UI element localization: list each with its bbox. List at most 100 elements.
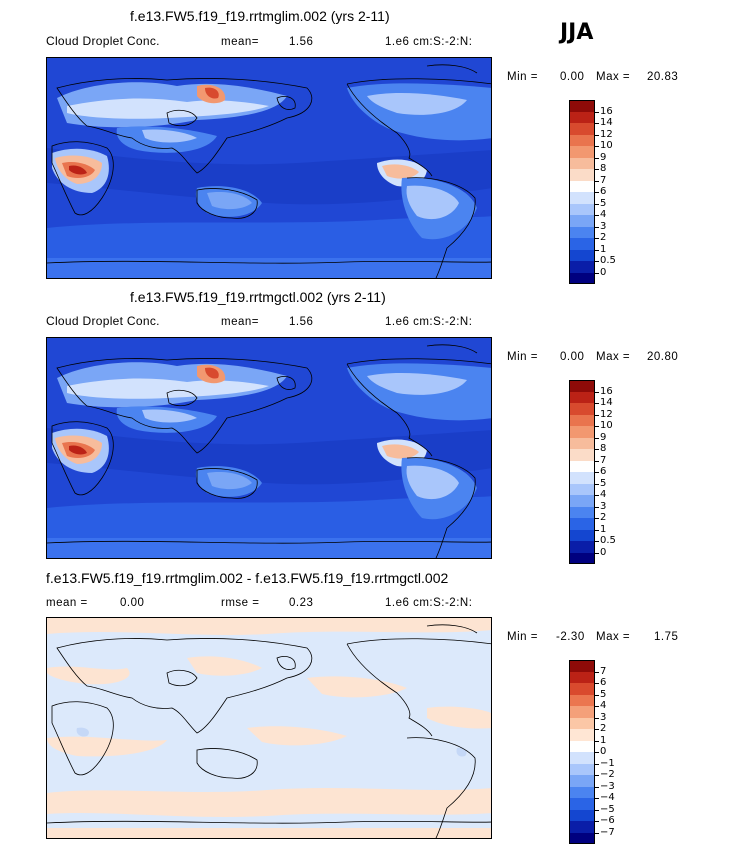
colorbar-tick-label: 0.5 <box>600 255 616 266</box>
colorbar-swatch <box>569 717 595 729</box>
colorbar-tick-label: 8 <box>600 443 607 454</box>
colorbar-swatch <box>569 192 595 204</box>
panel3-rmse-label: rmse = <box>221 597 260 609</box>
colorbar-swatch <box>569 403 595 415</box>
colorbar-tick-label: 7 <box>600 174 607 186</box>
colorbar-tick-label: 10 <box>600 140 613 151</box>
colorbar-tick-label: 3 <box>600 711 607 723</box>
colorbar-tick-label: 0.5 <box>600 535 616 546</box>
colorbar-tick-mark <box>595 460 599 462</box>
colorbar-tick-label: 5 <box>600 477 607 489</box>
colorbar-swatch <box>569 272 595 284</box>
colorbar-tick-label: 7 <box>600 454 607 466</box>
colorbar-swatch <box>569 552 595 564</box>
colorbar-tick-mark <box>595 529 599 531</box>
panel3-map-field <box>47 618 491 838</box>
colorbar-tick-mark <box>595 111 599 113</box>
colorbar-tick-mark <box>595 552 599 554</box>
colorbar-tick-mark <box>595 449 599 450</box>
colorbar-tick-mark <box>595 437 599 439</box>
colorbar-tick-label: 9 <box>600 151 607 163</box>
colorbar-tick-mark <box>595 472 599 473</box>
colorbar-tick-mark <box>595 786 599 788</box>
colorbar-tick-label: 6 <box>600 466 607 477</box>
panel1-mean-value: 1.56 <box>289 36 314 48</box>
colorbar-swatch <box>569 238 595 250</box>
colorbar-swatch <box>569 798 595 810</box>
colorbar-swatch <box>569 157 595 169</box>
panel1-max-value: 20.83 <box>647 71 679 83</box>
panel2-min-value: 0.00 <box>560 351 585 363</box>
colorbar-tick-mark <box>595 134 599 136</box>
colorbar-tick-label: −7 <box>600 826 615 838</box>
colorbar-tick-label: 16 <box>600 385 613 397</box>
colorbar-tick-mark <box>595 518 599 519</box>
colorbar-tick-label: 14 <box>600 397 613 408</box>
colorbar-swatch <box>569 809 595 821</box>
panel3-max-label: Max = <box>596 631 631 643</box>
colorbar-swatch <box>569 111 595 123</box>
colorbar-tick-mark <box>595 180 599 182</box>
colorbar-tick-mark <box>595 541 599 542</box>
colorbar-swatch <box>569 694 595 706</box>
colorbar-tick-mark <box>595 215 599 216</box>
colorbar-tick-label: −1 <box>600 757 615 769</box>
colorbar-tick-label: 1 <box>600 523 607 535</box>
panel2-max-value: 20.80 <box>647 351 679 363</box>
colorbar-tick-mark <box>595 192 599 193</box>
colorbar-tick-label: 14 <box>600 117 613 128</box>
colorbar-tick-mark <box>595 775 599 776</box>
colorbar-swatch <box>569 786 595 798</box>
colorbar-swatch <box>569 740 595 752</box>
colorbar-tick-label: 12 <box>600 408 613 420</box>
panel3-max-value: 1.75 <box>654 631 679 643</box>
colorbar-tick-mark <box>595 683 599 684</box>
colorbar-tick-mark <box>595 146 599 147</box>
panel1-title: f.e13.FW5.f19_f19.rrtmglim.002 (yrs 2-11… <box>130 8 390 24</box>
colorbar-tick-mark <box>595 832 599 834</box>
colorbar-swatch <box>569 763 595 775</box>
colorbar-swatch <box>569 226 595 238</box>
panel1-map <box>46 57 492 279</box>
colorbar-swatch <box>569 437 595 449</box>
panel2-map <box>46 337 492 559</box>
colorbar-swatch <box>569 414 595 426</box>
colorbar-tick-label: 16 <box>600 105 613 117</box>
panel3-units: 1.e6 cm:S:-2:N: <box>385 597 473 609</box>
colorbar-swatch <box>569 100 595 112</box>
colorbar-tick-mark <box>595 249 599 251</box>
colorbar-tick-label: −4 <box>600 792 615 803</box>
colorbar-swatch <box>569 391 595 403</box>
colorbar-swatch <box>569 729 595 741</box>
panel1-min-value: 0.00 <box>560 71 585 83</box>
panel3-mean-label: mean = <box>46 597 88 609</box>
colorbar-tick-label: 3 <box>600 220 607 232</box>
panel1-max-label: Max = <box>596 71 631 83</box>
colorbar-swatch <box>569 426 595 438</box>
colorbar-tick-mark <box>595 123 599 124</box>
panel3-rmse-value: 0.23 <box>289 597 314 609</box>
colorbar-tick-label: 12 <box>600 128 613 140</box>
colorbar-tick-mark <box>595 495 599 496</box>
panel2-mean-label: mean= <box>221 316 259 328</box>
colorbar-tick-label: −5 <box>600 803 615 815</box>
colorbar-swatch <box>569 460 595 472</box>
colorbar-tick-mark <box>595 226 599 228</box>
colorbar-swatch <box>569 380 595 392</box>
colorbar-tick-mark <box>595 821 599 822</box>
colorbar-swatch <box>569 518 595 530</box>
colorbar-swatch <box>569 671 595 683</box>
colorbar-tick-label: 2 <box>600 723 607 734</box>
colorbar-tick-label: 5 <box>600 197 607 209</box>
colorbar-tick-label: 2 <box>600 232 607 243</box>
colorbar-swatch <box>569 134 595 146</box>
colorbar-tick-mark <box>595 403 599 404</box>
colorbar-tick-mark <box>595 809 599 811</box>
colorbar-swatch <box>569 706 595 718</box>
colorbar-swatch <box>569 215 595 227</box>
colorbar-swatch <box>569 449 595 461</box>
colorbar-tick-mark <box>595 694 599 696</box>
colorbar-swatch <box>569 203 595 215</box>
colorbar-tick-mark <box>595 203 599 205</box>
colorbar-tick-label: 1 <box>600 734 607 746</box>
